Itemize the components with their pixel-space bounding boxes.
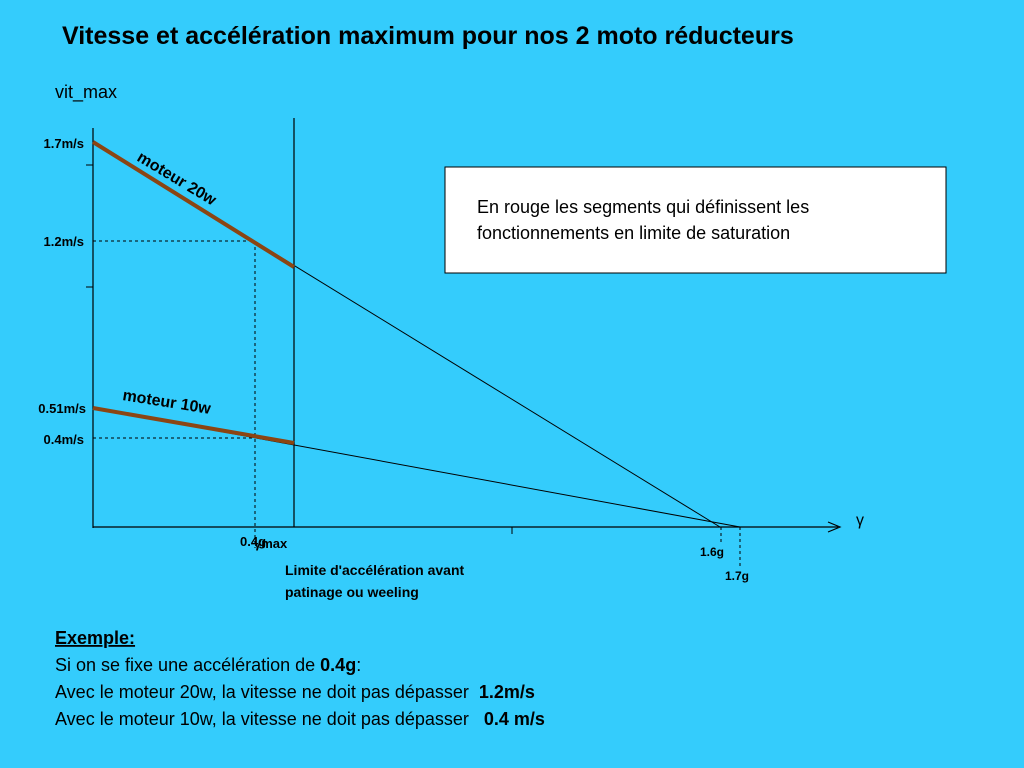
y-label: 1.7m/s bbox=[44, 136, 84, 151]
example-line: Avec le moteur 10w, la vitesse ne doit p… bbox=[55, 709, 545, 729]
example-heading: Exemple: bbox=[55, 628, 135, 648]
y-label: 1.2m/s bbox=[44, 234, 84, 249]
example-line: Si on se fixe une accélération de 0.4g: bbox=[55, 655, 361, 675]
note-text: En rouge les segments qui définissent le… bbox=[477, 197, 809, 217]
x-label: 1.7g bbox=[725, 569, 749, 583]
x-label: 0.4g bbox=[240, 534, 266, 549]
y-label: 0.4m/s bbox=[44, 432, 84, 447]
y-label: 0.51m/s bbox=[38, 401, 86, 416]
limit-caption: patinage ou weeling bbox=[285, 584, 419, 600]
y-axis-label: vit_max bbox=[55, 82, 117, 103]
x-label: 1.6g bbox=[700, 545, 724, 559]
curves bbox=[91, 140, 741, 528]
title: Vitesse et accélération maximum pour nos… bbox=[62, 22, 794, 50]
axes bbox=[86, 118, 842, 534]
note-box bbox=[444, 166, 947, 274]
note-text: fonctionnements en limite de saturation bbox=[477, 223, 790, 243]
guides bbox=[93, 240, 741, 566]
x-label: γmax bbox=[254, 536, 288, 551]
example-line: Avec le moteur 20w, la vitesse ne doit p… bbox=[55, 682, 535, 702]
limit-caption: Limite d'accélération avant bbox=[285, 562, 465, 578]
x-axis-label: γ bbox=[856, 512, 864, 529]
